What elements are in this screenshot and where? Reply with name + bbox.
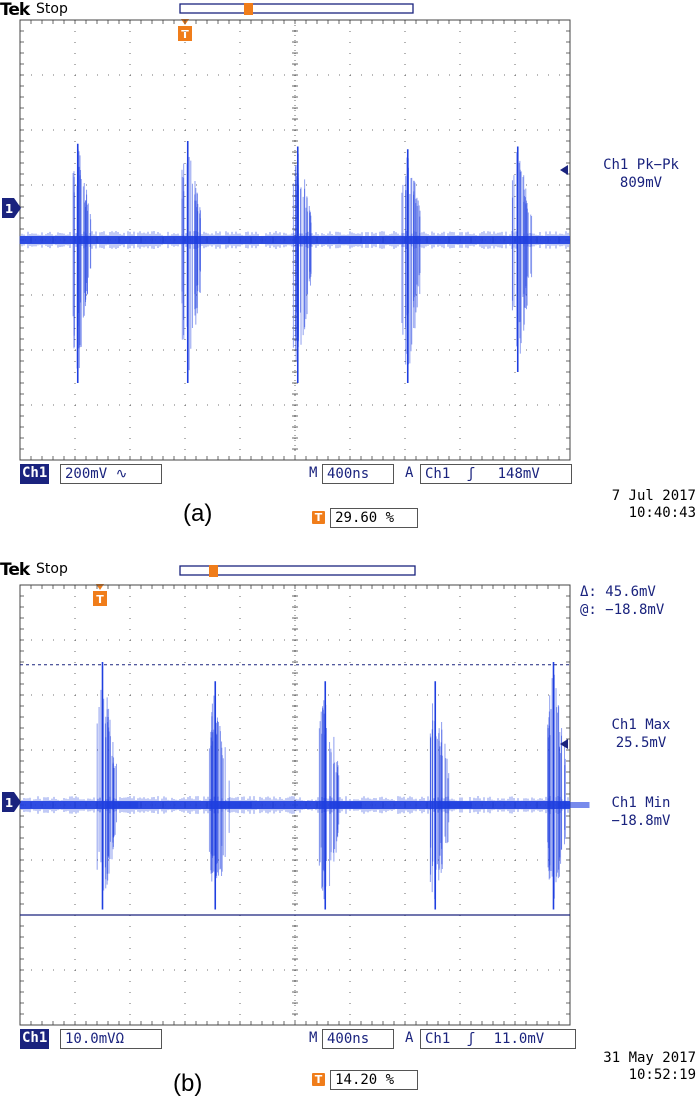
trigger-mode: A — [405, 1030, 414, 1046]
burst — [292, 146, 312, 383]
vertical-scale[interactable]: 200mV ∿ — [60, 464, 162, 484]
trigger-source: Ch1 — [425, 1031, 451, 1047]
trigger-position-percent: 14.20 % — [330, 1069, 419, 1090]
measurement-min: Ch1 Min −18.8mV — [582, 794, 700, 830]
channel-tag[interactable]: Ch1 — [20, 1029, 50, 1049]
measurement-arrow-icon — [560, 165, 568, 175]
trigger-t-icon: T — [312, 511, 325, 524]
measurement-name: Ch1 Max — [611, 717, 671, 733]
burst — [511, 146, 533, 372]
svg-text:1: 1 — [5, 202, 13, 216]
burst — [208, 681, 252, 910]
date: 7 Jul 2017 — [611, 488, 696, 504]
trigger-t-icon: T — [312, 1073, 325, 1086]
trigger-settings[interactable]: Ch1 ʃ 11.0mV — [420, 1029, 576, 1049]
trace-ch1 — [19, 662, 590, 910]
time-mode: M — [309, 465, 318, 481]
ch1-ground-marker[interactable]: 1 — [2, 792, 21, 812]
cursor-lines[interactable] — [20, 664, 570, 916]
record-view-bar — [179, 3, 414, 14]
trigger-level: 11.0mV — [493, 1031, 545, 1047]
volts-per-div: 200mV — [65, 466, 108, 482]
trigger-mode: A — [405, 465, 414, 481]
burst — [547, 662, 590, 910]
ac-coupling-icon: ∿ — [115, 466, 128, 482]
trigger-settings[interactable]: Ch1 ʃ 148mV — [420, 464, 572, 484]
svg-text:T: T — [96, 593, 104, 606]
record-trigger-marker — [244, 3, 253, 15]
trigger-level: 148mV — [497, 466, 540, 482]
time-per-div[interactable]: 400ns — [322, 1029, 394, 1049]
channel-tag[interactable]: Ch1 — [20, 464, 50, 484]
trigger-position-readout: T 29.60 % — [312, 507, 419, 528]
trigger-source: Ch1 — [425, 466, 451, 482]
timestamp: 7 Jul 2017 10:40:43 — [612, 488, 696, 522]
trigger-position-marker[interactable]: T — [93, 584, 107, 606]
time-mode: M — [309, 1030, 318, 1046]
acquisition-state: Stop — [36, 561, 68, 577]
burst — [72, 143, 92, 383]
svg-text:T: T — [181, 28, 189, 41]
time: 10:40:43 — [628, 505, 696, 521]
rising-edge-icon: ʃ — [466, 466, 476, 482]
measurement-name: Ch1 Pk−Pk — [603, 157, 679, 173]
tek-logo: Tek — [0, 0, 30, 20]
measurement-value: −18.8mV — [611, 813, 671, 829]
burst — [181, 141, 201, 383]
trace-ch1 — [19, 141, 570, 383]
measurement-value: 25.5mV — [615, 735, 667, 751]
time-per-div[interactable]: 400ns — [322, 464, 394, 484]
scope-panel-a: Tek Stop T 1 Ch1 Pk−Pk 809mV Ch1 200mV ∿… — [0, 0, 700, 528]
trigger-position-readout: T 14.20 % — [312, 1069, 419, 1090]
scope-panel-b: Tek Stop T 1 Δ: 45.6mV @: −18.8mV Ch1 Ma… — [0, 560, 700, 1120]
ch1-ground-marker[interactable]: 1 — [2, 198, 21, 218]
svg-text:1: 1 — [5, 796, 13, 810]
measurement-value: 809mV — [619, 175, 663, 191]
rising-edge-icon: ʃ — [466, 1031, 476, 1047]
record-view-bar — [179, 565, 416, 576]
burst — [429, 681, 472, 910]
scope-display-b: T 1 — [2, 565, 590, 1026]
panel-label: (a) — [183, 500, 213, 527]
record-trigger-marker — [209, 565, 218, 577]
burst — [96, 662, 139, 910]
volts-per-div: 10.0mV — [65, 1031, 116, 1047]
timestamp: 31 May 2017 10:52:19 — [603, 1050, 696, 1084]
tek-logo: Tek — [0, 560, 30, 580]
trace-baseline — [20, 801, 570, 809]
measurement-name: Ch1 Min — [611, 795, 671, 811]
cursor-delta: Δ: 45.6mV — [580, 584, 656, 600]
ohm-termination-icon: Ω — [115, 1031, 125, 1047]
cursor-readout: Δ: 45.6mV @: −18.8mV — [580, 583, 698, 619]
measurement-arrow-icon — [560, 739, 568, 749]
acquisition-state: Stop — [36, 1, 68, 17]
measurement-pkpk: Ch1 Pk−Pk 809mV — [582, 156, 700, 192]
panel-label: (b) — [173, 1070, 203, 1097]
burst — [318, 681, 362, 910]
time: 10:52:19 — [628, 1067, 696, 1083]
trigger-position-percent: 29.60 % — [330, 507, 419, 528]
scope-display-a: T 1 — [2, 3, 571, 461]
vertical-scale[interactable]: 10.0mVΩ — [60, 1029, 162, 1049]
burst — [401, 149, 421, 383]
date: 31 May 2017 — [603, 1050, 696, 1066]
cursor-at: @: −18.8mV — [580, 602, 665, 618]
measurement-max: Ch1 Max 25.5mV — [582, 716, 700, 752]
